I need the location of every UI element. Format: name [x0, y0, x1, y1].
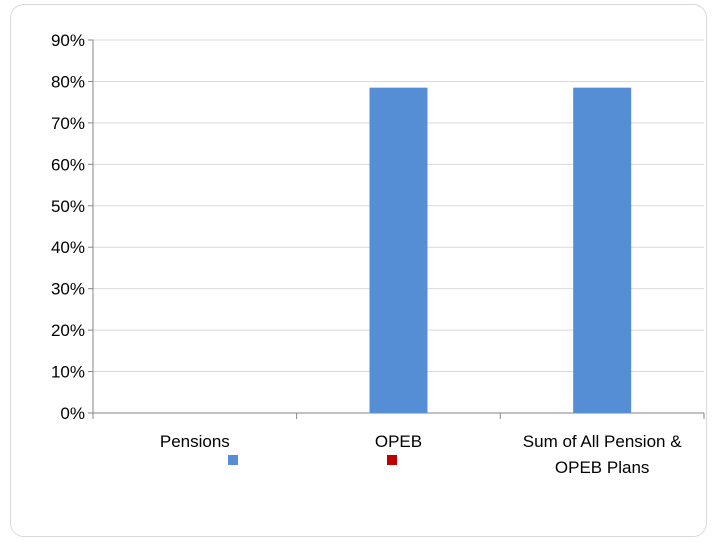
y-tick-label: 50%	[51, 197, 85, 216]
y-tick-label: 40%	[51, 238, 85, 257]
y-tick-label: 70%	[51, 114, 85, 133]
y-tick-label: 20%	[51, 321, 85, 340]
x-category-label: Pensions	[160, 432, 230, 451]
x-category-label: OPEB	[375, 432, 422, 451]
y-tick-label: 30%	[51, 280, 85, 299]
bar-opeb	[369, 87, 428, 414]
y-tick-label: 60%	[51, 155, 85, 174]
legend-key	[228, 455, 238, 465]
y-tick-label: 80%	[51, 72, 85, 91]
y-tick-label: 0%	[60, 404, 85, 423]
y-tick-label: 90%	[51, 31, 85, 50]
x-category-label: Sum of All Pension & OPEB Plans	[523, 432, 682, 477]
y-tick-label: 10%	[51, 363, 85, 382]
bar-sum-of-all-pension-opeb-plans	[573, 87, 632, 414]
legend-key	[387, 455, 397, 465]
